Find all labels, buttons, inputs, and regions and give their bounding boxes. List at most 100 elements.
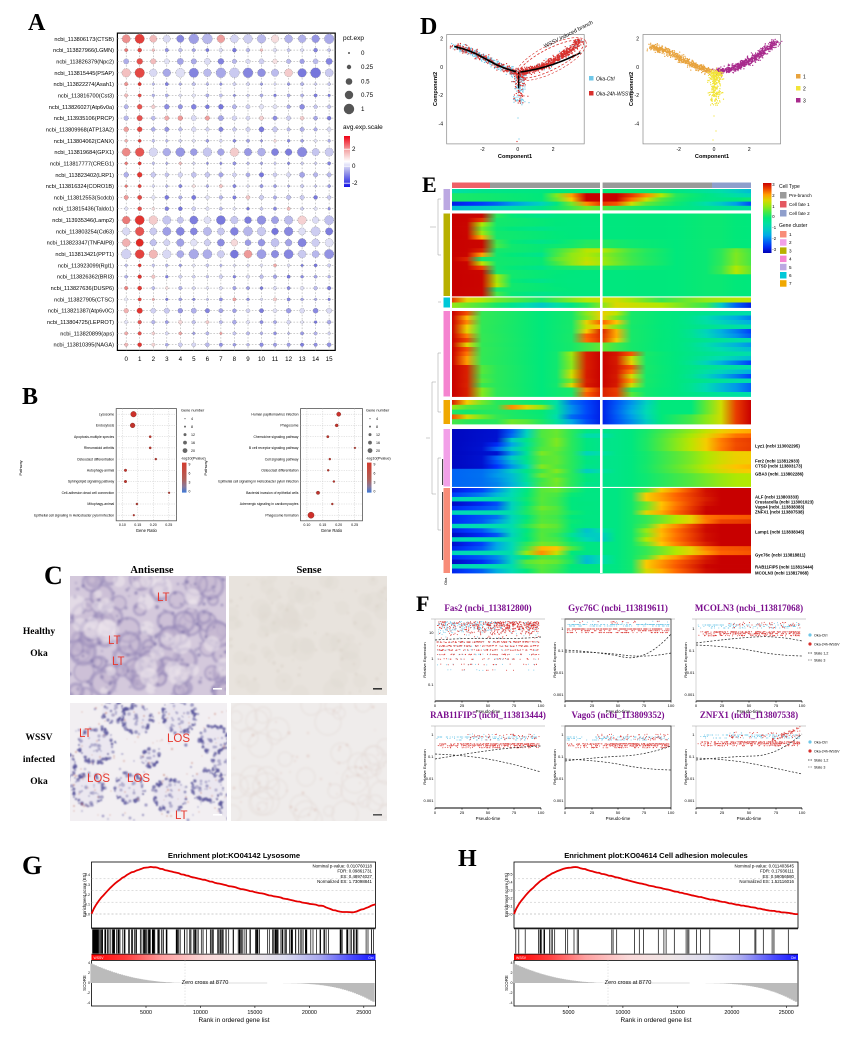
svg-text:0.1: 0.1: [558, 754, 564, 759]
svg-text:ALF (ncbi 113803333): ALF (ncbi 113803333): [755, 495, 799, 500]
svg-text:Cell fate 1: Cell fate 1: [789, 202, 810, 207]
svg-text:0: 0: [374, 490, 376, 494]
svg-text:75: 75: [512, 703, 517, 708]
svg-text:3: 3: [165, 356, 169, 363]
svg-text:6: 6: [189, 472, 191, 476]
svg-text:0.01: 0.01: [687, 776, 696, 781]
svg-text:2: 2: [803, 87, 806, 93]
svg-text:0.001: 0.001: [553, 798, 564, 803]
svg-text:0: 0: [516, 147, 519, 153]
svg-text:0.25: 0.25: [351, 523, 358, 527]
svg-text:Oka-Ctrl: Oka-Ctrl: [596, 77, 616, 83]
svg-text:2: 2: [789, 240, 792, 245]
svg-text:3: 3: [772, 182, 775, 187]
svg-text:ZNFX1 (ncbi_113807538): ZNFX1 (ncbi_113807538): [700, 710, 798, 720]
svg-text:-2: -2: [676, 147, 681, 153]
svg-text:avg.exp.scale: avg.exp.scale: [343, 124, 383, 131]
svg-text:5: 5: [789, 265, 792, 270]
svg-text:50: 50: [747, 810, 752, 815]
svg-text:Epithelial cell signaling in H: Epithelial cell signaling in Helicobacte…: [218, 480, 298, 484]
svg-text:B: B: [22, 384, 38, 410]
svg-text:-2: -2: [439, 93, 444, 99]
svg-text:infected: infected: [23, 755, 56, 765]
svg-text:Component2: Component2: [629, 72, 635, 106]
svg-text:1: 1: [138, 356, 142, 363]
svg-text:Chemokine signaling pathway: Chemokine signaling pathway: [253, 435, 298, 439]
svg-text:Enrichment plot:KO04142 Lysoso: Enrichment plot:KO04142 Lysosome: [168, 851, 300, 860]
svg-text:0.75: 0.75: [361, 92, 374, 99]
svg-text:ncbi_113817777(CREG1): ncbi_113817777(CREG1): [50, 161, 114, 167]
svg-text:75: 75: [642, 703, 647, 708]
svg-text:Human papillomavirus infection: Human papillomavirus infection: [251, 412, 298, 416]
svg-text:0: 0: [636, 65, 639, 71]
svg-text:1: 1: [692, 732, 695, 737]
svg-text:0: 0: [189, 490, 191, 494]
svg-text:ncbi_113935346(Lamp2): ncbi_113935346(Lamp2): [52, 218, 114, 224]
svg-text:ncbi_113821387(Atp6v0C): ncbi_113821387(Atp6v0C): [48, 309, 114, 315]
svg-text:Rank in ordered gene list: Rank in ordered gene list: [620, 1017, 691, 1024]
svg-text:-log10(Pvalue): -log10(Pvalue): [366, 457, 391, 461]
svg-text:SCORE: SCORE: [82, 975, 87, 991]
svg-text:0: 0: [564, 810, 567, 815]
svg-text:Ctrl: Ctrl: [368, 956, 374, 960]
svg-text:20000: 20000: [302, 1010, 317, 1016]
svg-text:50: 50: [747, 703, 752, 708]
svg-text:State 3: State 3: [814, 659, 825, 663]
svg-text:Vago4 (ncbi_113838383): Vago4 (ncbi_113838383): [755, 505, 805, 510]
svg-text:ncbi_113826362(BRI3): ncbi_113826362(BRI3): [57, 275, 114, 281]
svg-text:Nominal p-value: 0.011403645: Nominal p-value: 0.011403645: [735, 864, 795, 869]
svg-text:25: 25: [460, 703, 465, 708]
svg-text:-2: -2: [480, 147, 485, 153]
svg-text:ncbi_113820899(aps): ncbi_113820899(aps): [60, 331, 114, 337]
svg-text:Oka-24h-WSSV: Oka-24h-WSSV: [814, 750, 840, 754]
svg-text:Oka-24h-WSSV: Oka-24h-WSSV: [814, 643, 840, 647]
svg-text:25000: 25000: [356, 1010, 371, 1016]
svg-text:LT: LT: [108, 635, 121, 647]
svg-text:pct.exp: pct.exp: [343, 35, 364, 42]
svg-text:Pathway: Pathway: [203, 460, 208, 475]
svg-text:10: 10: [258, 356, 265, 363]
svg-text:Pseudo-time: Pseudo-time: [737, 709, 762, 714]
svg-text:Rheumatoid arthritis: Rheumatoid arthritis: [84, 446, 115, 450]
svg-text:0.1: 0.1: [508, 904, 513, 908]
svg-text:0: 0: [440, 65, 443, 71]
svg-text:2: 2: [152, 356, 156, 363]
svg-text:12: 12: [285, 356, 292, 363]
svg-text:0: 0: [713, 147, 716, 153]
svg-text:1: 1: [431, 656, 434, 661]
svg-text:ncbi_113823347(TNFAIP8): ncbi_113823347(TNFAIP8): [47, 241, 115, 247]
svg-text:7: 7: [789, 281, 792, 286]
svg-text:-4: -4: [439, 122, 444, 128]
svg-text:Oka-Ctrl: Oka-Ctrl: [814, 634, 828, 638]
svg-text:0.01: 0.01: [426, 776, 435, 781]
svg-text:Fer2 (ncbi 113812933): Fer2 (ncbi 113812933): [755, 459, 800, 464]
svg-text:3: 3: [789, 248, 792, 253]
svg-text:75: 75: [642, 810, 647, 815]
svg-text:Healthy: Healthy: [23, 627, 55, 637]
svg-text:ncbi_113827636(DUSP6): ncbi_113827636(DUSP6): [51, 286, 114, 292]
svg-text:Gene cluster: Gene cluster: [779, 223, 808, 229]
svg-text:Nominal p-value: 0.010760118: Nominal p-value: 0.010760118: [313, 864, 373, 869]
svg-text:Osteoclast differentiation: Osteoclast differentiation: [77, 457, 114, 461]
svg-text:Zero cross at 8770: Zero cross at 8770: [605, 980, 652, 986]
svg-text:Enrichment score (ES): Enrichment score (ES): [82, 872, 87, 917]
svg-text:Lysosome: Lysosome: [99, 412, 114, 416]
svg-text:50: 50: [616, 810, 621, 815]
svg-text:FDR: 0.17936111: FDR: 0.17936111: [760, 869, 795, 874]
svg-text:1: 1: [561, 626, 564, 631]
svg-text:2: 2: [552, 147, 555, 153]
svg-text:LT: LT: [175, 810, 188, 822]
svg-text:Sphingolipid signaling pathway: Sphingolipid signaling pathway: [68, 480, 115, 484]
svg-text:75: 75: [774, 703, 779, 708]
svg-text:0.1: 0.1: [428, 682, 434, 687]
svg-text:ncbi_113923099(Rgl1): ncbi_113923099(Rgl1): [58, 263, 114, 269]
svg-text:Oka-Ctrl: Oka-Ctrl: [814, 741, 828, 745]
svg-text:Normalized ES: 1.73098841: Normalized ES: 1.73098841: [317, 879, 372, 884]
svg-text:Pseudo-time: Pseudo-time: [737, 816, 762, 821]
svg-text:50: 50: [486, 703, 491, 708]
svg-text:Sense: Sense: [296, 565, 321, 576]
svg-text:ncbi_113816324(CORO1B): ncbi_113816324(CORO1B): [46, 184, 114, 190]
svg-text:Pseudo-time: Pseudo-time: [606, 816, 631, 821]
svg-text:0: 0: [124, 356, 128, 363]
svg-text:9: 9: [246, 356, 250, 363]
